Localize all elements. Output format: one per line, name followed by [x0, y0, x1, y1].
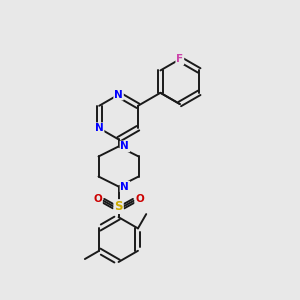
Text: N: N	[114, 90, 123, 100]
Text: N: N	[121, 142, 129, 152]
Text: N: N	[95, 123, 103, 133]
Text: S: S	[114, 200, 123, 213]
Text: O: O	[93, 194, 102, 204]
Text: N: N	[121, 182, 129, 191]
Text: F: F	[176, 54, 183, 64]
Text: O: O	[135, 194, 144, 204]
